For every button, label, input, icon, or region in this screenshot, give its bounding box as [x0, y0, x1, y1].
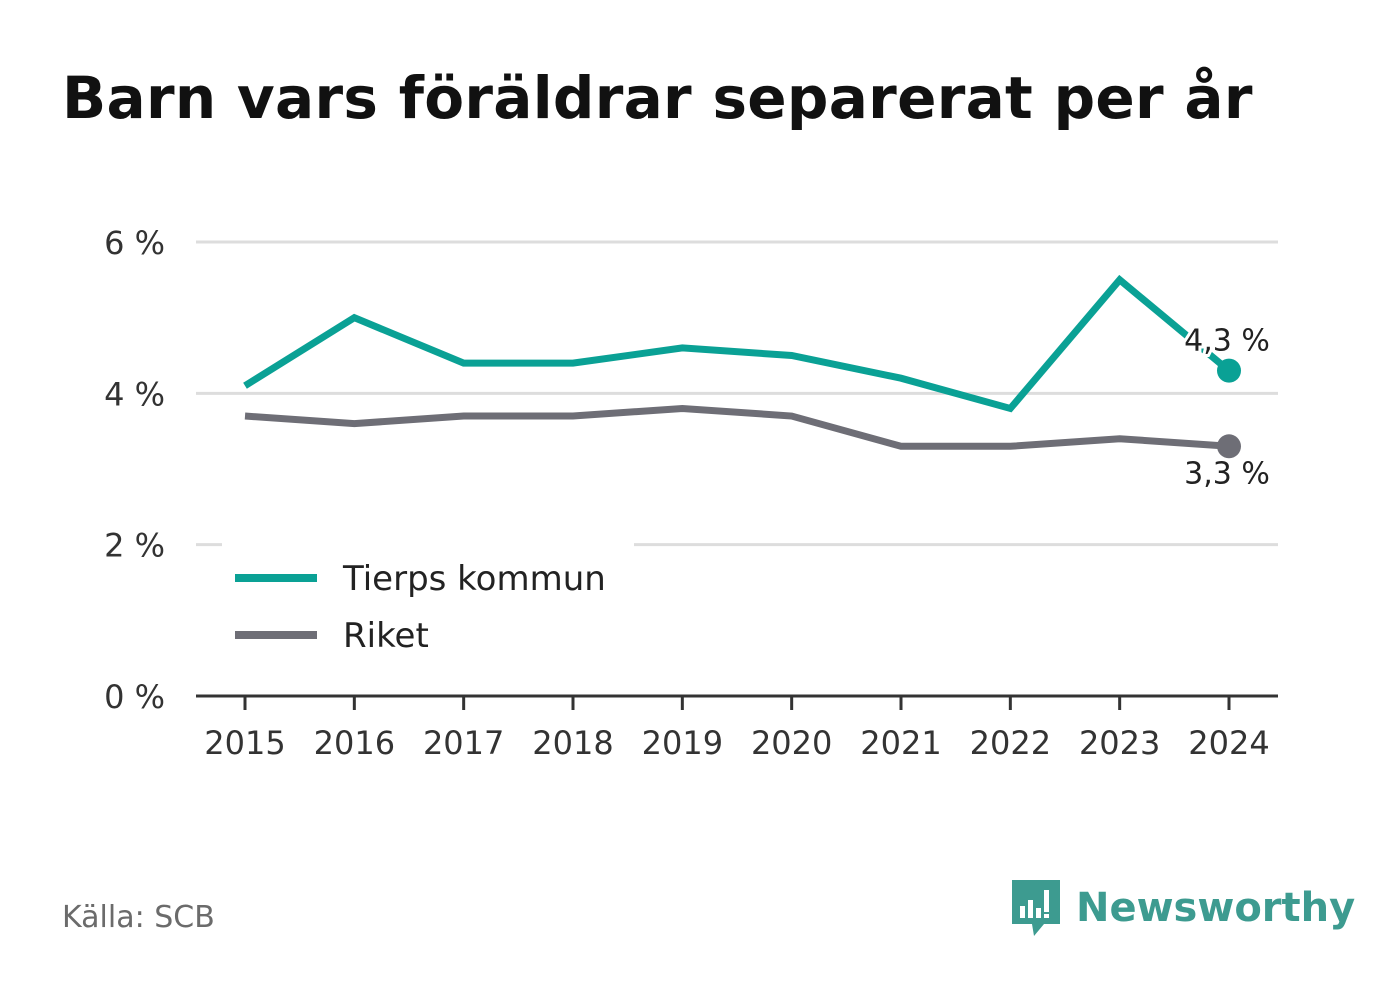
series-layer [243, 274, 1241, 459]
newsworthy-logo-icon [1012, 880, 1060, 936]
x-tick-label: 2020 [751, 724, 832, 762]
series-line [243, 274, 1232, 413]
x-tick-label: 2015 [204, 724, 285, 762]
legend-background [222, 540, 634, 670]
x-tick-label: 2018 [532, 724, 613, 762]
x-tick-label: 2023 [1079, 724, 1160, 762]
series-end-marker [1217, 434, 1241, 459]
series-end-marker [1217, 358, 1241, 383]
x-tick-label: 2022 [970, 724, 1051, 762]
x-tick-label: 2021 [860, 724, 941, 762]
end-value-label: 3,3 % [1184, 456, 1270, 491]
brand-name: Newsworthy [1076, 885, 1356, 931]
legend-label: Riket [343, 616, 429, 656]
label-layer: 4,3 % 3,3 % [1181, 321, 1273, 495]
legend-label: Tierps kommun [342, 559, 606, 599]
y-tick-label: 0 % [104, 678, 165, 716]
y-tick-label: 4 % [104, 375, 165, 413]
source-note: Källa: SCB [62, 900, 215, 935]
series-line [244, 404, 1230, 450]
y-tick-label: 6 % [104, 224, 165, 262]
x-tick-label: 2024 [1188, 724, 1269, 762]
end-value-label: 4,3 % [1184, 324, 1270, 359]
y-tick-label: 2 % [104, 527, 165, 565]
x-tick-label: 2016 [314, 724, 395, 762]
x-tick-label: 2017 [423, 724, 504, 762]
brand-logo: Newsworthy [1010, 878, 1355, 938]
x-tick-label: 2019 [642, 724, 723, 762]
axis-layer: 0 % 2 % 4 % 6 % 2015 2016 2017 2018 2019 2020 2021… [104, 224, 1278, 762]
legend: Tierps kommun Riket [222, 540, 634, 670]
chart-title: Barn vars föräldrar separerat per år [62, 64, 1253, 132]
